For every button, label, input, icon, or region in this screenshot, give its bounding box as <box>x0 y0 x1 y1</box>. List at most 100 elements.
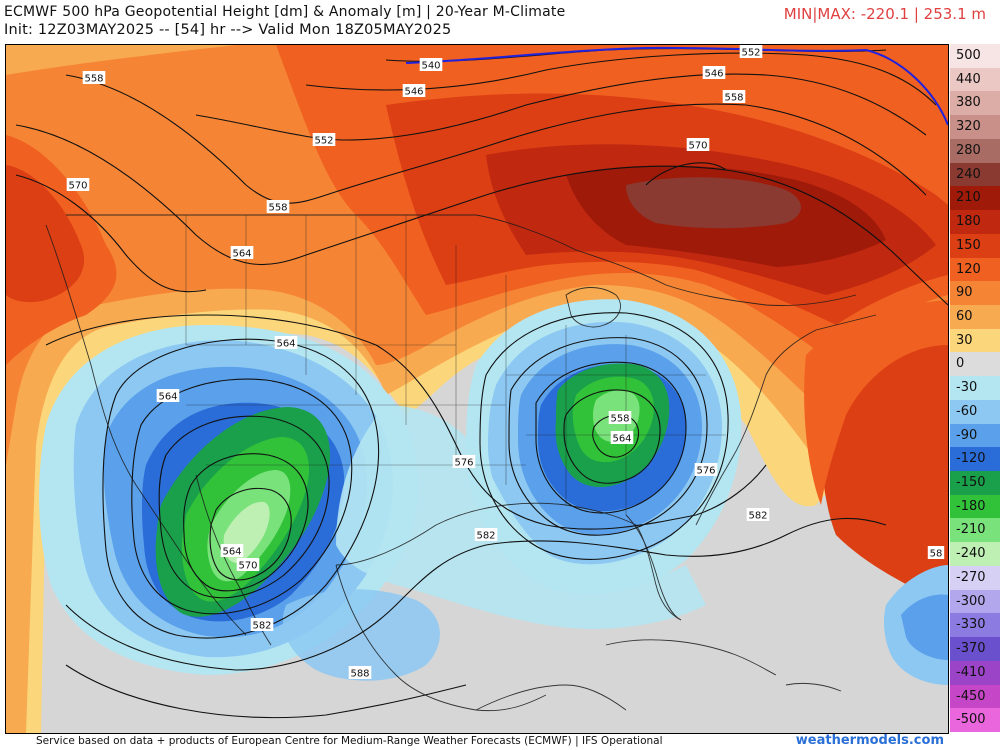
svg-text:546: 546 <box>404 87 423 98</box>
colorbar-swatch: 30 <box>950 328 1000 353</box>
colorbar-label: 60 <box>956 308 973 324</box>
contour-558-n <box>65 74 927 204</box>
header: ECMWF 500 hPa Geopotential Height [dm] &… <box>0 0 1000 44</box>
wlow-546 <box>183 453 309 592</box>
east-coast <box>695 314 877 526</box>
colorbar-label: -300 <box>956 593 986 609</box>
contour-label: 582 <box>250 618 274 632</box>
svg-text:570: 570 <box>68 181 87 192</box>
colorbar-label: -330 <box>956 617 986 633</box>
colorbar-swatch: -30 <box>950 376 1000 401</box>
init-valid-time: Init: 12Z03MAY2025 -- [54] hr --> Valid … <box>4 22 452 38</box>
selow-558 <box>535 361 687 514</box>
svg-text:564: 564 <box>276 339 295 350</box>
colorbar-label: -180 <box>956 498 986 514</box>
weather-map[interactable]: 558 540 546 552 546 552 558 570 570 558 564 564 564 5… <box>5 44 949 734</box>
contour-576 <box>45 314 767 530</box>
colorbar-swatch: 180 <box>950 210 1000 235</box>
colorbar-swatch: -60 <box>950 399 1000 425</box>
positive-anomaly-150 <box>6 165 85 303</box>
colorbar-label: 280 <box>956 142 981 158</box>
contour-label: 564 <box>220 544 244 558</box>
contour-label: 576 <box>694 463 718 477</box>
colorbar-swatch: -370 <box>950 637 1000 662</box>
colorbar-swatch: 150 <box>950 233 1000 258</box>
wlow-558 <box>131 378 353 615</box>
colorbar-label: 180 <box>956 214 981 230</box>
contour-label: 546 <box>402 84 426 98</box>
contour-label: 564 <box>230 246 254 260</box>
central-america <box>475 684 627 711</box>
contour-label: 564 <box>274 336 298 350</box>
min-max-readout: MIN|MAX: -220.1 | 253.1 m <box>783 5 986 23</box>
colorbar-swatch: 90 <box>950 281 1000 306</box>
contour-label: 570 <box>686 138 710 152</box>
map-canvas: 558 540 546 552 546 552 558 570 570 558 564 564 564 5… <box>6 45 948 733</box>
contour-label: 588 <box>348 666 372 680</box>
wlow-564 <box>102 338 380 639</box>
colorbar-swatch: 240 <box>950 162 1000 187</box>
colorbar-swatch: 0 <box>950 352 1000 377</box>
svg-text:570: 570 <box>238 561 257 572</box>
mexico-coast <box>335 564 547 712</box>
florida <box>625 514 682 621</box>
svg-text:582: 582 <box>748 511 767 522</box>
anomaly-colorbar: 500 440 380 320 280 240 210 180 150 120 90 60 30 0 -30… <box>950 44 1000 733</box>
contour-label: 552 <box>312 133 336 147</box>
colorbar-label: 500 <box>956 48 981 63</box>
colorbar-label: 380 <box>956 95 981 111</box>
brand-link[interactable]: weathermodels.com <box>795 733 944 748</box>
colorbar-label: 30 <box>956 332 973 348</box>
colorbar-label: 120 <box>956 261 981 277</box>
svg-text:588: 588 <box>350 669 369 680</box>
colorbar-swatch: 280 <box>950 138 1000 164</box>
mexico-anomaly <box>282 589 440 681</box>
svg-text:582: 582 <box>252 621 271 632</box>
contour-570-n <box>15 174 207 293</box>
colorbar-swatch: 320 <box>950 115 1000 140</box>
svg-text:576: 576 <box>454 458 473 469</box>
colorbar-label: 150 <box>956 237 981 253</box>
colorbar-swatch: 500 <box>950 44 1000 69</box>
contour-label: 582 <box>474 528 498 542</box>
contour-582 <box>65 517 887 671</box>
contour-label: 570 <box>66 178 90 192</box>
gulf-coast <box>335 502 682 621</box>
contour-588 <box>65 664 467 719</box>
contour-540-blue <box>405 46 948 126</box>
contour-label: 558 <box>82 71 106 85</box>
state-lines <box>185 215 726 515</box>
contour-label: 552 <box>739 45 763 59</box>
colorbar-label: 240 <box>956 166 981 182</box>
contour-label: 58 <box>927 546 945 560</box>
colorbar-label: -30 <box>956 380 978 396</box>
svg-text:546: 546 <box>704 69 723 80</box>
colorbar-label: 210 <box>956 190 981 206</box>
colorbar-swatch: -270 <box>950 565 1000 591</box>
svg-text:564: 564 <box>232 249 251 260</box>
cuba <box>605 639 777 676</box>
positive-anomaly-240 <box>626 177 801 229</box>
contour-label: 582 <box>746 508 770 522</box>
colorbar-swatch: -150 <box>950 471 1000 496</box>
svg-text:558: 558 <box>724 93 743 104</box>
svg-text:564: 564 <box>612 434 631 445</box>
selow-564 <box>508 337 708 536</box>
colorbar-swatch: -330 <box>950 613 1000 638</box>
colorbar-label: 320 <box>956 119 981 135</box>
svg-text:540: 540 <box>421 61 440 72</box>
colorbar-swatch: -450 <box>950 684 1000 709</box>
svg-text:564: 564 <box>158 392 177 403</box>
contour-label: 564 <box>610 431 634 445</box>
map-title: ECMWF 500 hPa Geopotential Height [dm] &… <box>4 4 566 20</box>
colorbar-swatch: 380 <box>950 91 1000 116</box>
positive-anomaly-atlantic-120 <box>804 300 948 505</box>
west-coast <box>45 224 247 636</box>
colorbar-swatch: 60 <box>950 304 1000 330</box>
contour-label: 540 <box>419 58 443 72</box>
colorbar-label: -90 <box>956 427 978 443</box>
colorbar-label: 0 <box>956 356 965 372</box>
svg-text:582: 582 <box>476 531 495 542</box>
colorbar-swatch: -410 <box>950 660 1000 686</box>
selow-552 <box>563 389 661 484</box>
